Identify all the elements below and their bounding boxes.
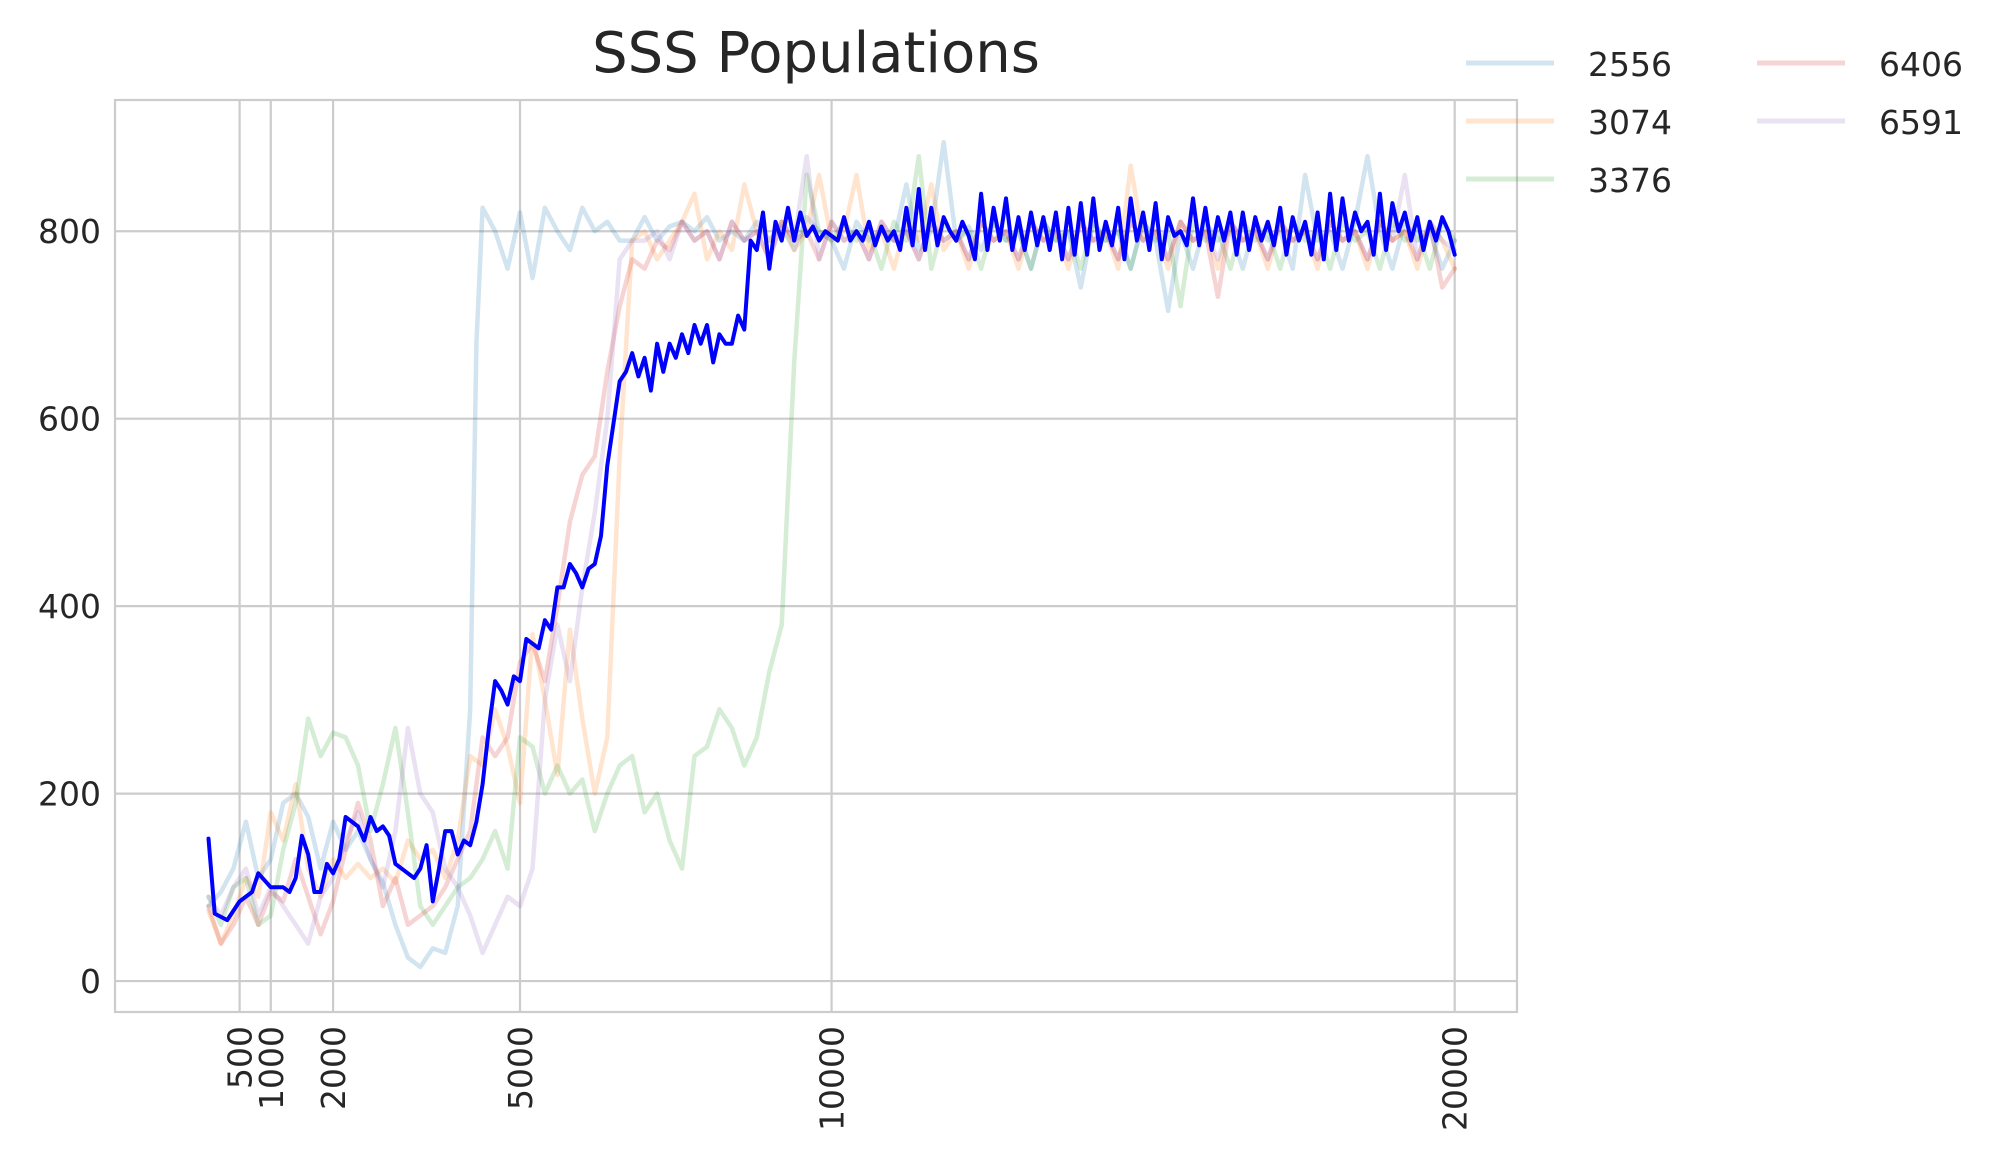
x-tick-label: 5000 [501, 1026, 540, 1110]
legend: 2556 3074 3376 6406 6591 [1466, 45, 1963, 200]
y-tick-label: 0 [80, 962, 101, 1001]
legend-label-2556: 2556 [1588, 45, 1672, 84]
series-line-mean [206, 187, 1457, 923]
y-tick-label: 400 [38, 587, 101, 626]
x-tick-label: 2000 [314, 1026, 353, 1110]
y-tick-label: 600 [38, 400, 101, 439]
y-tick-label: 800 [38, 212, 101, 251]
legend-label-3074: 3074 [1588, 103, 1672, 142]
x-tick-label: 20000 [1436, 1026, 1475, 1131]
chart-title: SSS Populations [592, 21, 1040, 86]
series-line-2556 [206, 139, 1457, 970]
legend-label-6591: 6591 [1879, 103, 1963, 142]
x-tick-label: 500 [221, 1026, 260, 1089]
legend-label-6406: 6406 [1879, 45, 1963, 84]
x-tick-label: 10000 [813, 1026, 852, 1131]
x-tick-label: 1000 [252, 1026, 291, 1110]
y-tick-label: 200 [38, 775, 101, 814]
axes-frame [113, 98, 1519, 1014]
legend-label-3376: 3376 [1588, 161, 1672, 200]
series-layer [206, 139, 1457, 970]
